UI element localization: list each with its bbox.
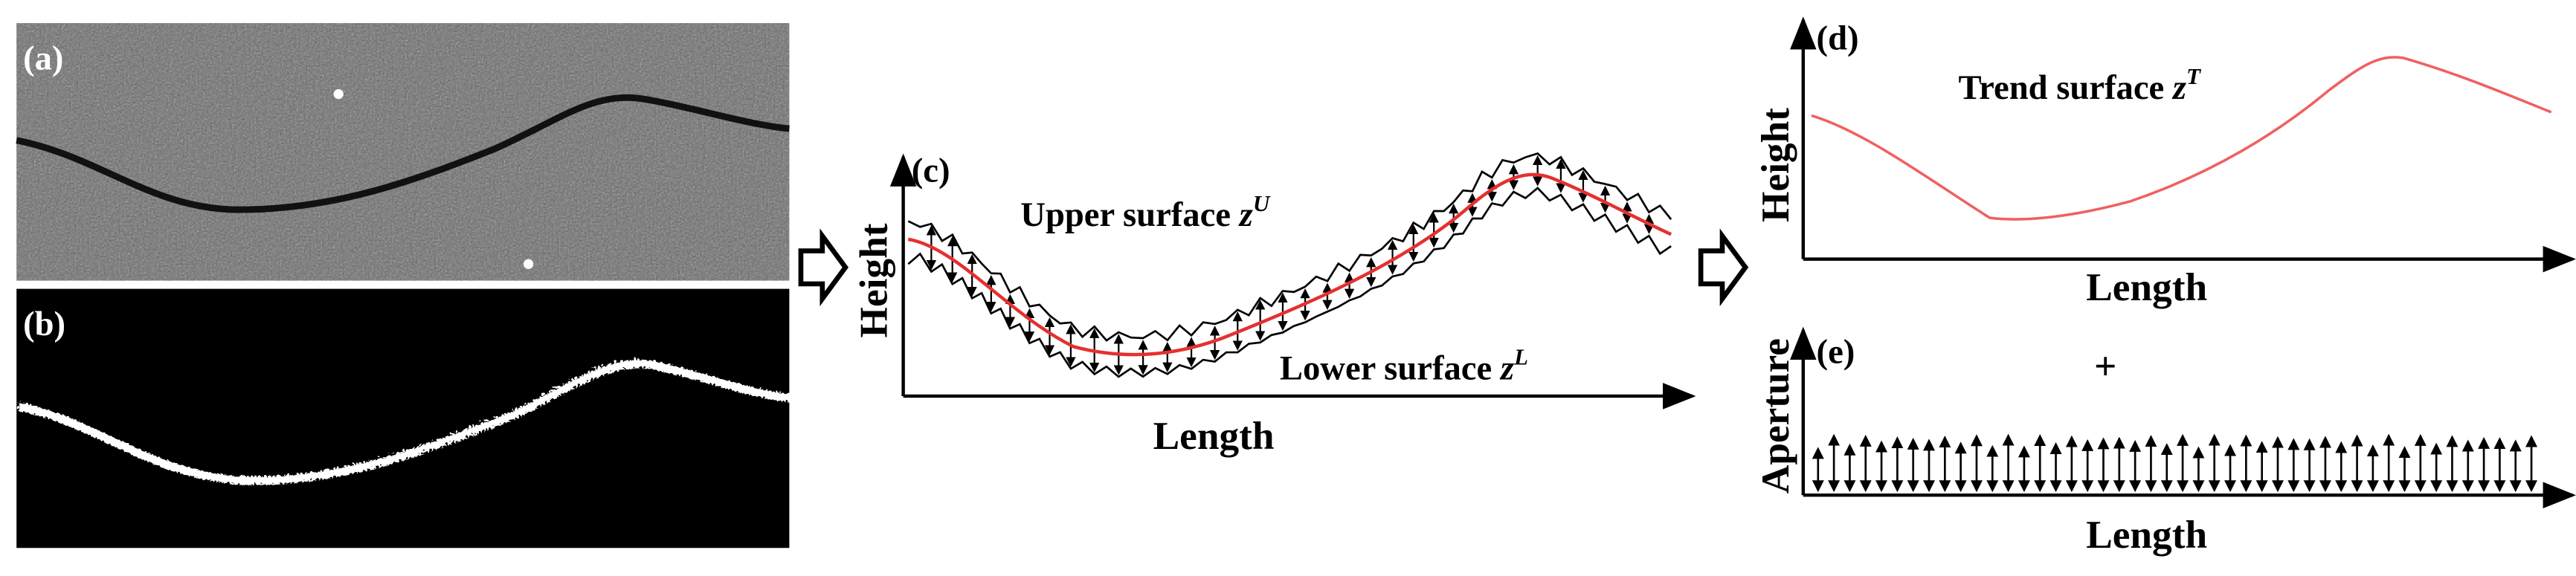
image-noise xyxy=(16,23,790,281)
superscript: L xyxy=(1513,344,1528,370)
annotation: Lower surface zL xyxy=(1280,344,1528,388)
annotation-text: Lower surface xyxy=(1280,349,1492,388)
annotation: Upper surface zU xyxy=(1020,190,1271,234)
variable: z xyxy=(1238,195,1253,234)
panel-label: (e) xyxy=(1817,333,1855,372)
trend-line xyxy=(907,172,1672,357)
panel-label: (d) xyxy=(1817,19,1859,58)
trend-surface xyxy=(1811,56,2552,221)
annotation: Trend surface zT xyxy=(1959,63,2202,107)
x-axis-label: Length xyxy=(2086,265,2207,309)
y-axis-label: Height xyxy=(851,223,895,337)
binary-crack xyxy=(16,357,790,483)
speck xyxy=(333,88,344,100)
y-axis-label: Aperture xyxy=(1754,338,1797,494)
operator: + xyxy=(2094,345,2116,389)
annotation-text: Trend surface xyxy=(1959,68,2165,107)
variable: z xyxy=(1499,349,1514,388)
flow-arrow xyxy=(1698,228,1749,307)
y-axis-label: Height xyxy=(1754,108,1797,222)
annotation-text: Upper surface xyxy=(1020,195,1231,234)
flow-arrow xyxy=(798,228,849,307)
upper-surface xyxy=(907,152,1672,342)
x-axis-label: Length xyxy=(2086,513,2207,557)
panel-b: (b) xyxy=(16,288,790,549)
panel-d: (d) Trend surface zT Height Length xyxy=(1754,16,2576,309)
superscript: T xyxy=(2186,63,2201,89)
panel-a: (a) xyxy=(16,23,790,281)
panel-label: (b) xyxy=(23,305,65,343)
panel-c: (c) Upper surface zU Lower surface zL He… xyxy=(851,151,1696,458)
x-axis-label: Length xyxy=(1153,414,1275,458)
image-bg xyxy=(16,288,790,549)
lower-surface xyxy=(907,187,1672,378)
speck xyxy=(523,259,534,269)
panel-label: (a) xyxy=(23,39,63,77)
superscript: U xyxy=(1253,190,1271,216)
panel-e: (e) + Aperture Length xyxy=(1754,326,2576,557)
crack xyxy=(16,94,790,213)
variable: z xyxy=(2171,68,2186,107)
panel-label: (c) xyxy=(912,151,950,190)
